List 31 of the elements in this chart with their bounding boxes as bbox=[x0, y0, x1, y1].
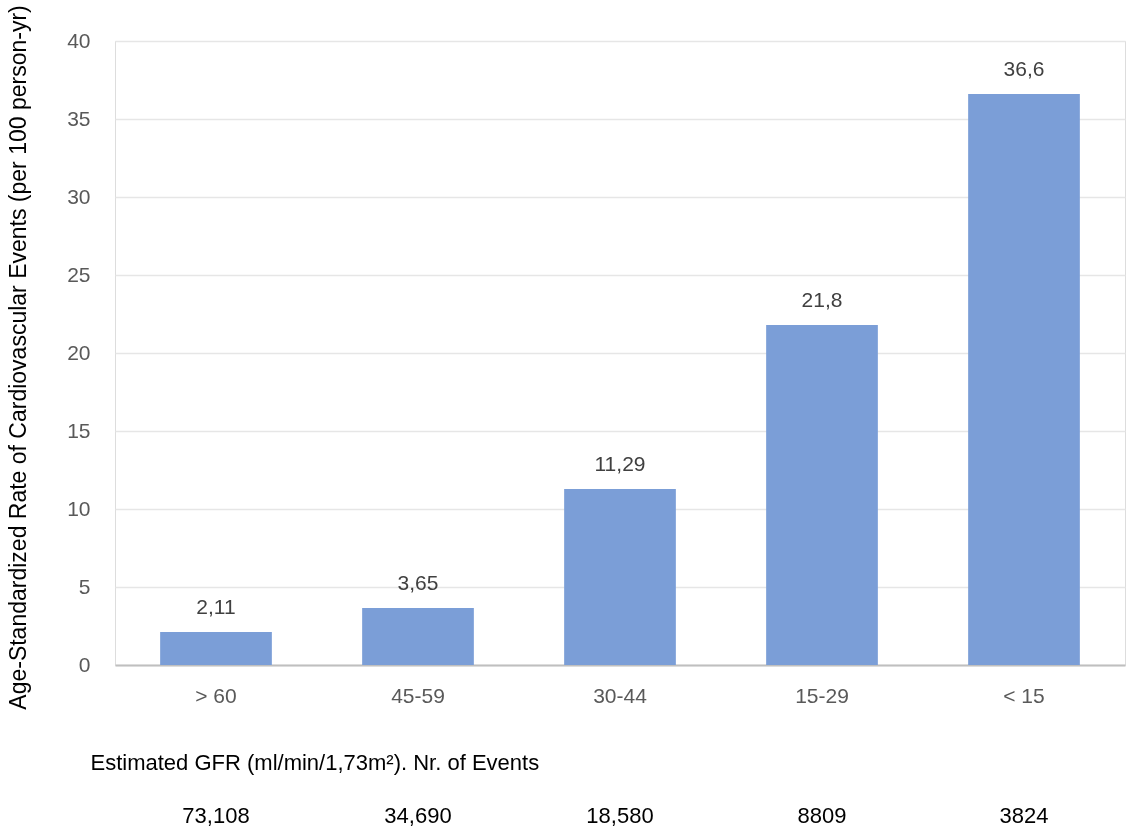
x-tick-label: 30-44 bbox=[593, 683, 648, 707]
y-tick-label: 40 bbox=[67, 28, 91, 52]
y-tick-label: 30 bbox=[67, 184, 91, 208]
data-label: 11,29 bbox=[594, 451, 646, 475]
y-tick-label: 35 bbox=[67, 106, 91, 130]
bar bbox=[564, 488, 676, 665]
y-tick-label: 5 bbox=[78, 574, 91, 598]
y-axis-title: Age-Standardized Rate of Cardiovascular Events (per 100 person-yr) bbox=[4, 5, 31, 710]
text: 18,580 bbox=[586, 803, 654, 827]
y-tick-label: 25 bbox=[67, 262, 91, 286]
x-axis-title: Estimated GFR (ml/min/1,73m²). Nr. of Events bbox=[90, 749, 540, 775]
y-tick-label: 20 bbox=[67, 340, 91, 364]
data-label: 2,11 bbox=[196, 595, 236, 619]
text: 8809 bbox=[797, 803, 847, 827]
y-tick-label: 0 bbox=[78, 652, 91, 676]
bar bbox=[968, 94, 1080, 665]
x-tick-label: > 60 bbox=[195, 683, 237, 707]
text: 34,690 bbox=[384, 803, 452, 827]
y-tick-label: 10 bbox=[67, 496, 91, 520]
x-tick-label: < 15 bbox=[1003, 683, 1045, 707]
bar bbox=[766, 324, 878, 665]
x-tick-label: 45-59 bbox=[391, 683, 445, 707]
bar bbox=[160, 632, 272, 665]
bar bbox=[362, 608, 474, 665]
y-tick-label: 15 bbox=[67, 418, 91, 442]
data-label: 36,6 bbox=[1003, 57, 1045, 81]
text: 3824 bbox=[999, 803, 1049, 827]
text: 73,108 bbox=[182, 803, 250, 827]
data-label: 3,65 bbox=[397, 571, 439, 595]
x-tick-label: 15-29 bbox=[795, 683, 849, 707]
data-label: 21,8 bbox=[801, 287, 843, 311]
